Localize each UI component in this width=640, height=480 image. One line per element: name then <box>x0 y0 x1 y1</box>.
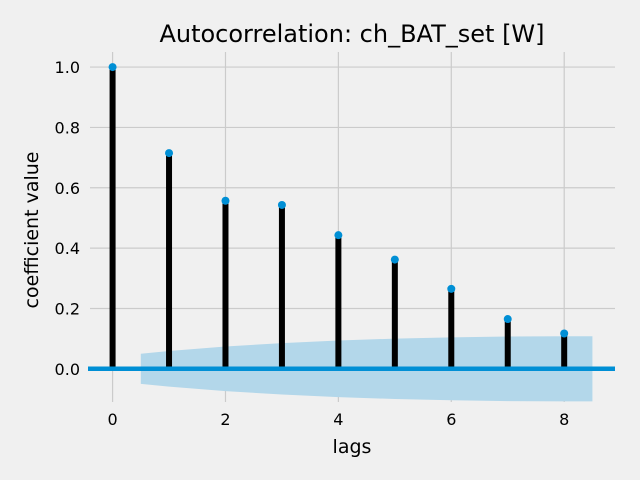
x-tick-label: 4 <box>333 410 343 429</box>
x-tick-label: 2 <box>220 410 230 429</box>
stems <box>109 67 568 369</box>
chart-title: Autocorrelation: ch_BAT_set [W] <box>159 20 544 48</box>
x-tick-label: 0 <box>107 410 117 429</box>
data-point <box>447 284 456 293</box>
y-tick-label: 0.2 <box>55 299 80 318</box>
data-point <box>277 200 286 209</box>
y-tick-label: 0.0 <box>55 360 80 379</box>
data-point <box>108 63 117 72</box>
data-point <box>503 315 512 324</box>
data-point <box>390 255 399 264</box>
x-tick-label: 6 <box>446 410 456 429</box>
data-point <box>165 149 174 158</box>
x-tick-label: 8 <box>559 410 569 429</box>
markers <box>108 63 569 338</box>
x-tick-labels: 0 2 4 6 8 <box>107 410 569 429</box>
y-tick-label: 1.0 <box>55 58 80 77</box>
x-axis-label: lags <box>333 436 372 458</box>
y-axis-label: coefficient value <box>21 152 43 309</box>
data-point <box>560 329 569 338</box>
data-point <box>221 196 230 205</box>
y-tick-label: 0.4 <box>55 239 80 258</box>
data-point <box>334 231 343 240</box>
y-tick-label: 0.8 <box>55 118 80 137</box>
y-tick-labels: 0.0 0.2 0.4 0.6 0.8 1.0 <box>55 58 80 379</box>
y-tick-label: 0.6 <box>55 179 80 198</box>
